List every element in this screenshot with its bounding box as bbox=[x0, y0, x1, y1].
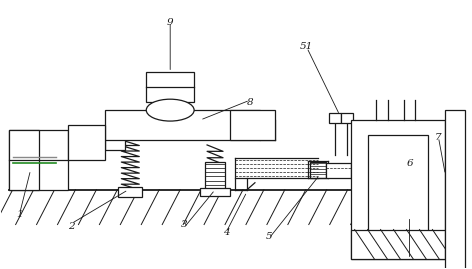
Text: 2: 2 bbox=[68, 222, 75, 231]
Polygon shape bbox=[230, 110, 275, 140]
Bar bbox=[105, 130, 126, 150]
Text: 9: 9 bbox=[167, 17, 173, 27]
Ellipse shape bbox=[146, 99, 194, 121]
Bar bbox=[326, 163, 351, 178]
Bar bbox=[329, 113, 341, 123]
Bar bbox=[105, 110, 260, 140]
Bar bbox=[118, 187, 142, 197]
Bar bbox=[8, 130, 39, 190]
Bar bbox=[205, 162, 225, 190]
Bar bbox=[351, 229, 446, 259]
Bar bbox=[146, 72, 194, 102]
Bar bbox=[310, 162, 326, 178]
Text: 1: 1 bbox=[16, 210, 23, 219]
Text: 6: 6 bbox=[407, 160, 413, 168]
Text: 3: 3 bbox=[181, 220, 187, 229]
Bar bbox=[446, 110, 465, 269]
Bar bbox=[368, 135, 429, 245]
Text: 4: 4 bbox=[223, 228, 230, 237]
Bar bbox=[200, 188, 230, 196]
Bar bbox=[351, 120, 446, 259]
Bar bbox=[341, 113, 353, 123]
Text: 5: 5 bbox=[266, 232, 272, 241]
Text: 8: 8 bbox=[247, 98, 253, 107]
Text: 7: 7 bbox=[435, 133, 442, 142]
Text: 51: 51 bbox=[300, 42, 313, 51]
Bar bbox=[8, 130, 68, 190]
Bar bbox=[68, 125, 105, 160]
